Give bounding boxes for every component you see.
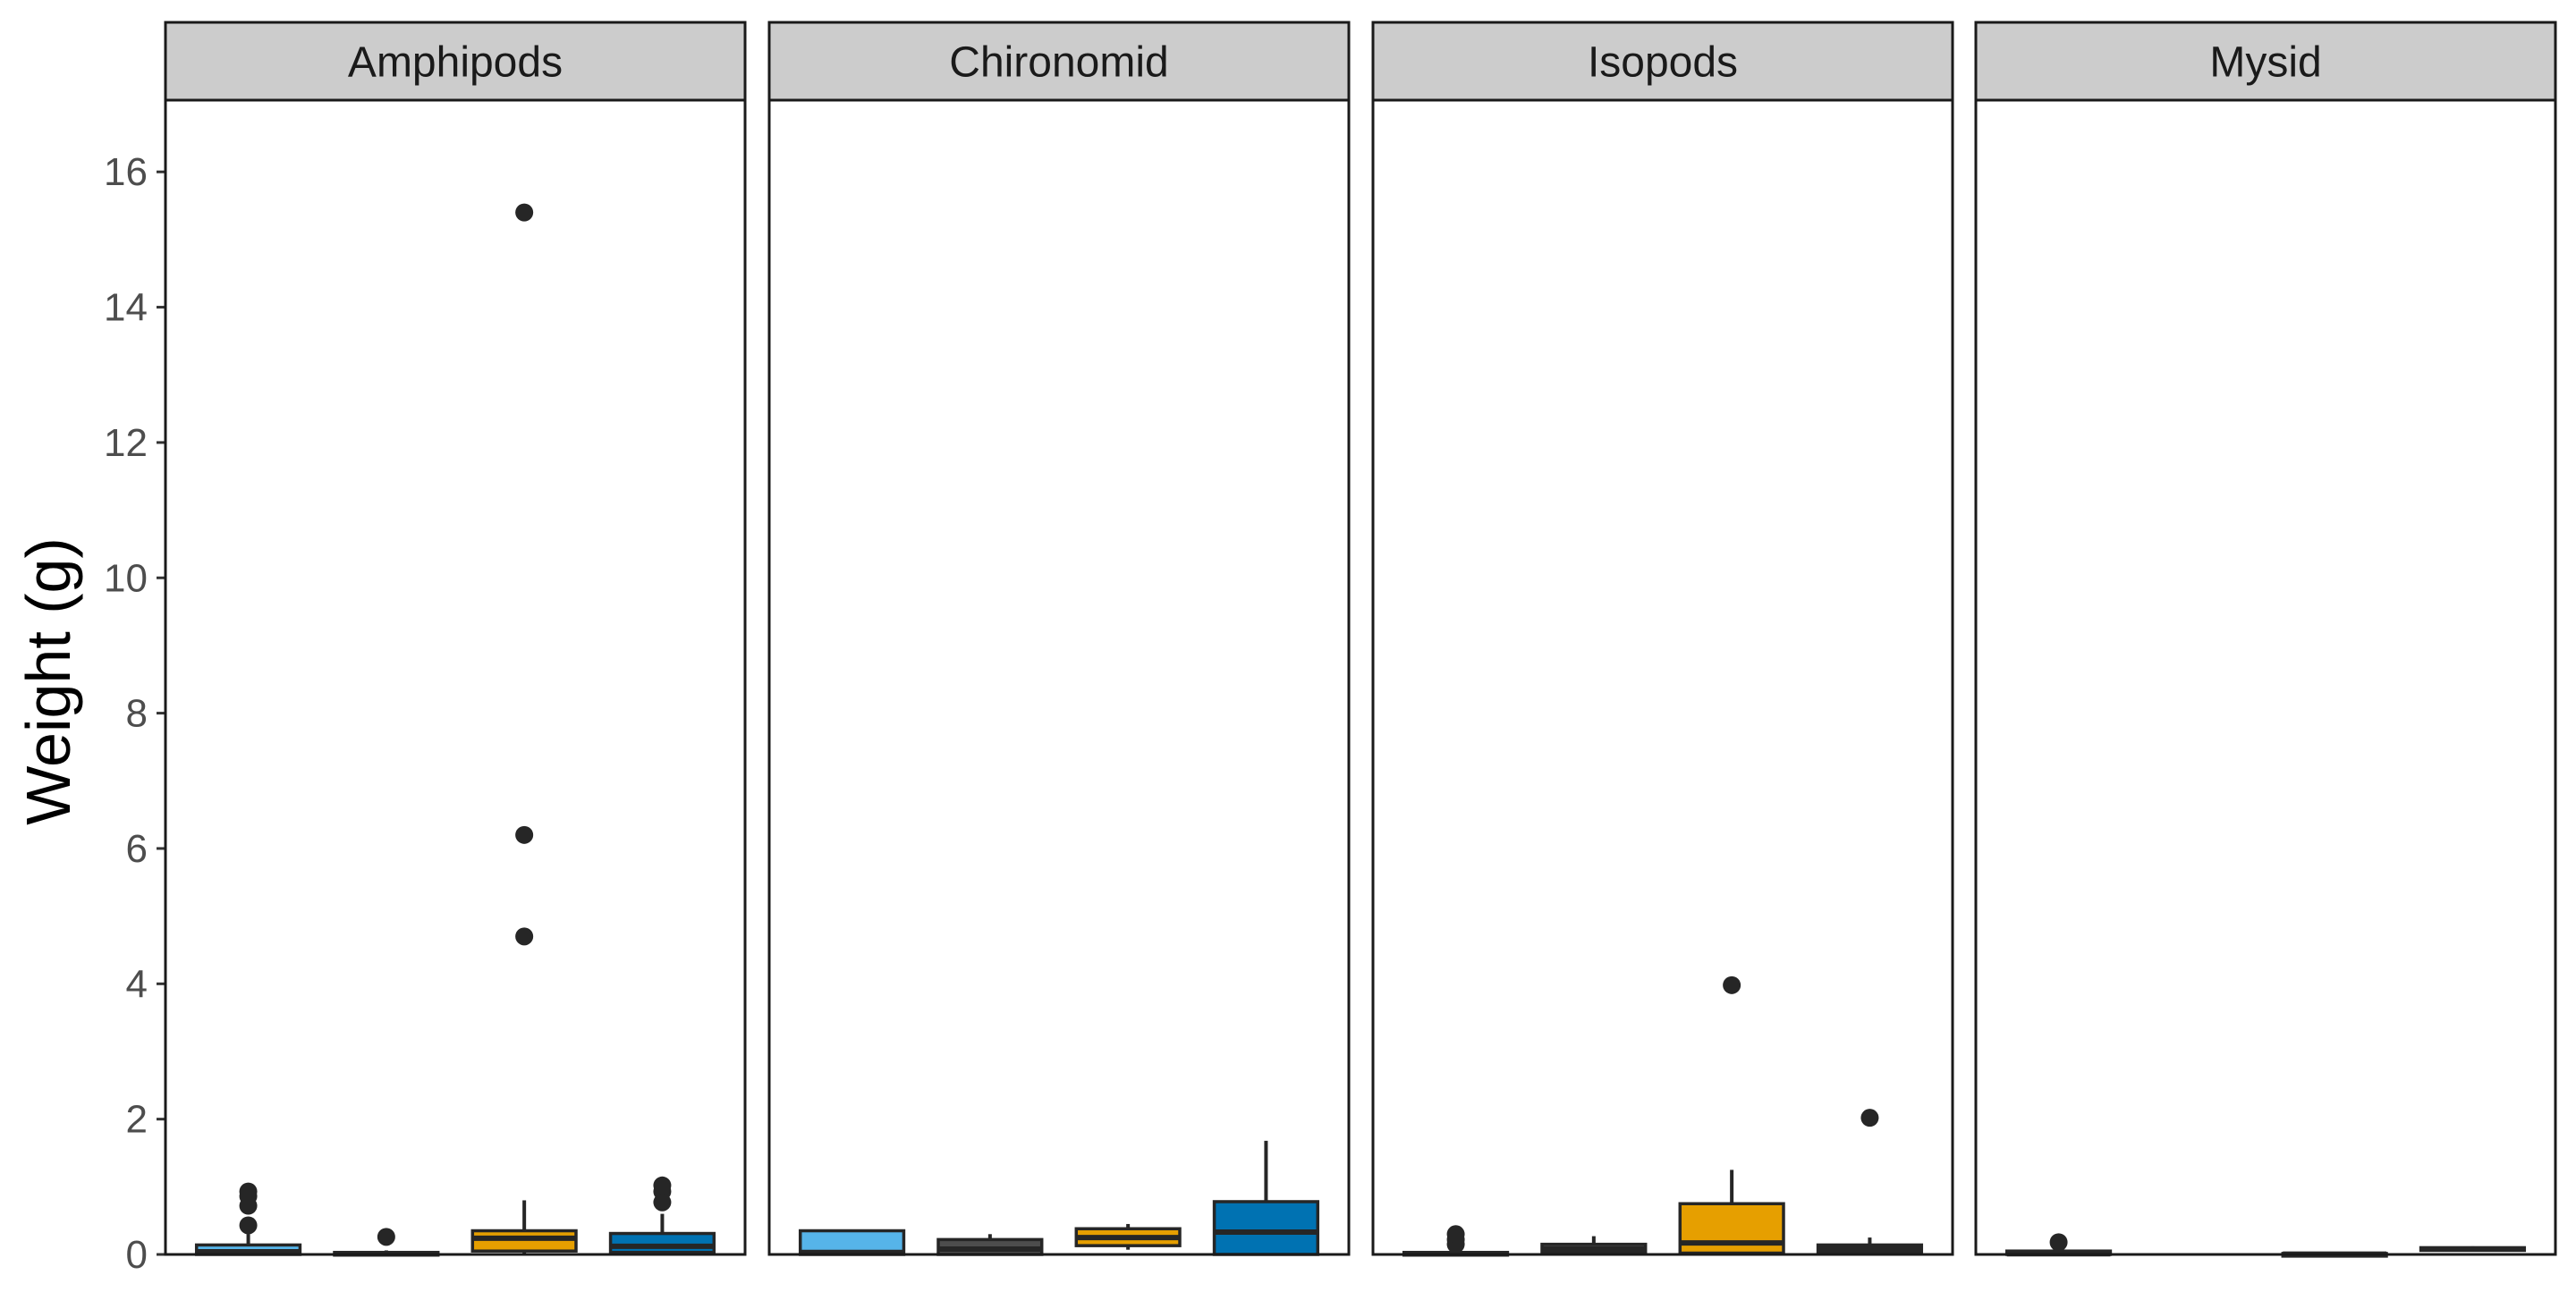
strip-background [164, 21, 747, 102]
outlier-point [515, 203, 534, 222]
outlier-point [239, 1182, 258, 1201]
box-group [1678, 975, 1785, 1255]
outlier-point [377, 1228, 395, 1246]
y-tick-label: 8 [126, 692, 148, 736]
outlier-point [1723, 975, 1741, 994]
panel-border [1974, 98, 2557, 1256]
panel-background [1373, 100, 1953, 1254]
outlier-point [653, 1176, 672, 1195]
box-group [2419, 1246, 2527, 1253]
strip-background [1371, 21, 1954, 102]
panel-border [164, 98, 747, 1256]
facet-panel: Chironomid [767, 21, 1351, 1256]
box-iqr [1678, 1202, 1785, 1255]
outlier-point [515, 825, 534, 844]
strip-label: Amphipods [348, 39, 563, 87]
panel-background [165, 100, 745, 1254]
facet-panels: Amphipods Chironomid Isopods Mysid [164, 21, 2557, 1258]
y-tick-label: 0 [126, 1233, 148, 1277]
outlier-point [1860, 1109, 1879, 1127]
facet-panel: Amphipods [164, 21, 747, 1257]
strip-label: Isopods [1588, 39, 1738, 87]
facet-panel: Mysid [1974, 21, 2557, 1258]
y-tick-label: 6 [126, 827, 148, 871]
y-tick-label: 2 [126, 1098, 148, 1142]
box-group [194, 1182, 302, 1256]
strip-label: Mysid [2209, 39, 2321, 87]
outlier-point [515, 927, 534, 946]
y-tick-label: 10 [104, 556, 148, 600]
strip-label: Chironomid [949, 39, 1168, 87]
y-tick-label: 4 [126, 962, 148, 1006]
box-group [1816, 1109, 1924, 1255]
box-group [936, 1234, 1044, 1256]
box-iqr [1212, 1200, 1320, 1256]
y-axis: 0 2 4 6 8 10 12 14 16 [104, 150, 165, 1277]
strip-background [767, 21, 1351, 102]
box-group [608, 1176, 716, 1254]
outlier-point [2049, 1233, 2068, 1252]
panel-border [767, 98, 1351, 1256]
y-tick-label: 12 [104, 421, 148, 465]
box-group [798, 1229, 906, 1256]
y-axis-title: Weight (g) [13, 537, 83, 825]
panel-border [1371, 98, 1954, 1256]
outlier-point [1446, 1225, 1465, 1244]
y-tick-label: 14 [104, 286, 148, 330]
panel-background [1976, 100, 2555, 1254]
box-iqr [470, 1229, 578, 1253]
panel-background [769, 100, 1349, 1254]
y-tick-label: 16 [104, 150, 148, 194]
box-iqr [608, 1231, 716, 1254]
facet-panel: Isopods [1371, 21, 1954, 1257]
box-group [470, 203, 578, 1254]
box-group [1074, 1223, 1182, 1250]
outlier-point [239, 1216, 258, 1235]
box-group [1212, 1140, 1320, 1256]
